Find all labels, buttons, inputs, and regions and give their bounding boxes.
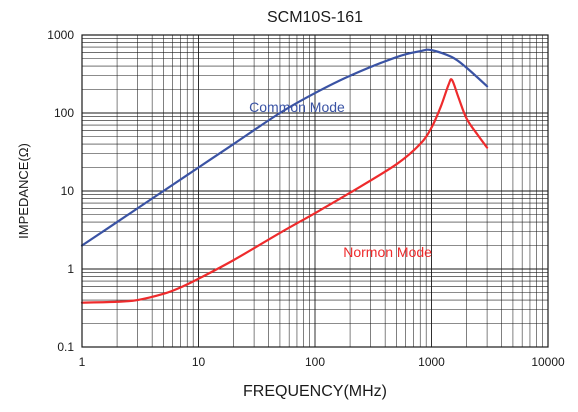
x-tick-label: 100	[305, 355, 325, 369]
y-tick-label: 10	[61, 184, 75, 198]
annotation-normon-mode: Normon Mode	[343, 244, 432, 260]
tick-labels: 1 10 100 1000 10000 0.1 1 10 100 1000	[47, 28, 565, 369]
x-axis-label: FREQUENCY(MHz)	[243, 383, 387, 400]
chart-title: SCM10S-161	[267, 9, 363, 26]
y-tick-label: 1	[67, 262, 74, 276]
x-tick-label: 10	[192, 355, 206, 369]
y-tick-label: 100	[54, 106, 74, 120]
y-tick-label: 0.1	[57, 340, 74, 354]
x-tick-label: 10000	[531, 355, 565, 369]
series-line-normon-mode	[80, 78, 489, 304]
annotations: Common Mode Normon Mode	[249, 99, 432, 260]
grid	[81, 35, 548, 348]
y-axis-label: IMPEDANCE(Ω)	[16, 143, 31, 239]
y-tick-label: 1000	[47, 28, 74, 42]
x-tick-label: 1	[79, 355, 86, 369]
plot-frame	[81, 34, 549, 348]
series-group	[80, 48, 489, 304]
x-tick-label: 1000	[418, 355, 445, 369]
annotation-common-mode: Common Mode	[249, 99, 345, 115]
series-line-common-mode	[80, 48, 489, 247]
